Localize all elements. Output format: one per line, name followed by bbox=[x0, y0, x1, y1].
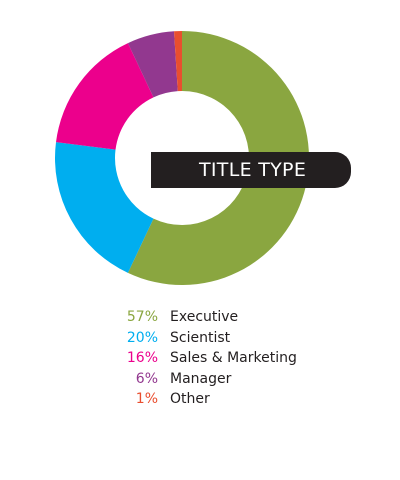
legend-label: Scientist bbox=[170, 329, 231, 346]
donut-slice-sales-marketing bbox=[56, 43, 154, 150]
legend-percent: 16% bbox=[126, 350, 158, 367]
legend-item-scientist: 20% Scientist bbox=[100, 328, 360, 349]
donut-slice-executive bbox=[127, 31, 309, 285]
legend-item-manager: 6% Manager bbox=[100, 369, 360, 390]
donut-slice-manager bbox=[127, 31, 178, 98]
legend-label: Executive bbox=[170, 309, 239, 326]
legend-percent: 20% bbox=[126, 329, 158, 346]
legend-label: Manager bbox=[170, 370, 232, 387]
legend-item-other: 1% Other bbox=[100, 389, 360, 410]
legend-percent: 6% bbox=[135, 370, 158, 387]
legend-item-executive: 57% Executive bbox=[100, 307, 360, 328]
legend-percent: 57% bbox=[126, 309, 158, 326]
donut-chart bbox=[55, 31, 309, 285]
legend-label: Sales & Marketing bbox=[170, 350, 297, 367]
donut-slice-other bbox=[174, 31, 182, 92]
legend-label: Other bbox=[170, 391, 210, 408]
chart-title: TITLE TYPE bbox=[151, 152, 351, 188]
chart-title-text: TITLE TYPE bbox=[199, 159, 307, 181]
donut-slice-scientist bbox=[55, 142, 154, 273]
legend-percent: 1% bbox=[135, 391, 158, 408]
chart-legend: 57% Executive 20% Scientist 16% Sales & … bbox=[100, 307, 360, 410]
legend-item-sales-marketing: 16% Sales & Marketing bbox=[100, 348, 360, 369]
